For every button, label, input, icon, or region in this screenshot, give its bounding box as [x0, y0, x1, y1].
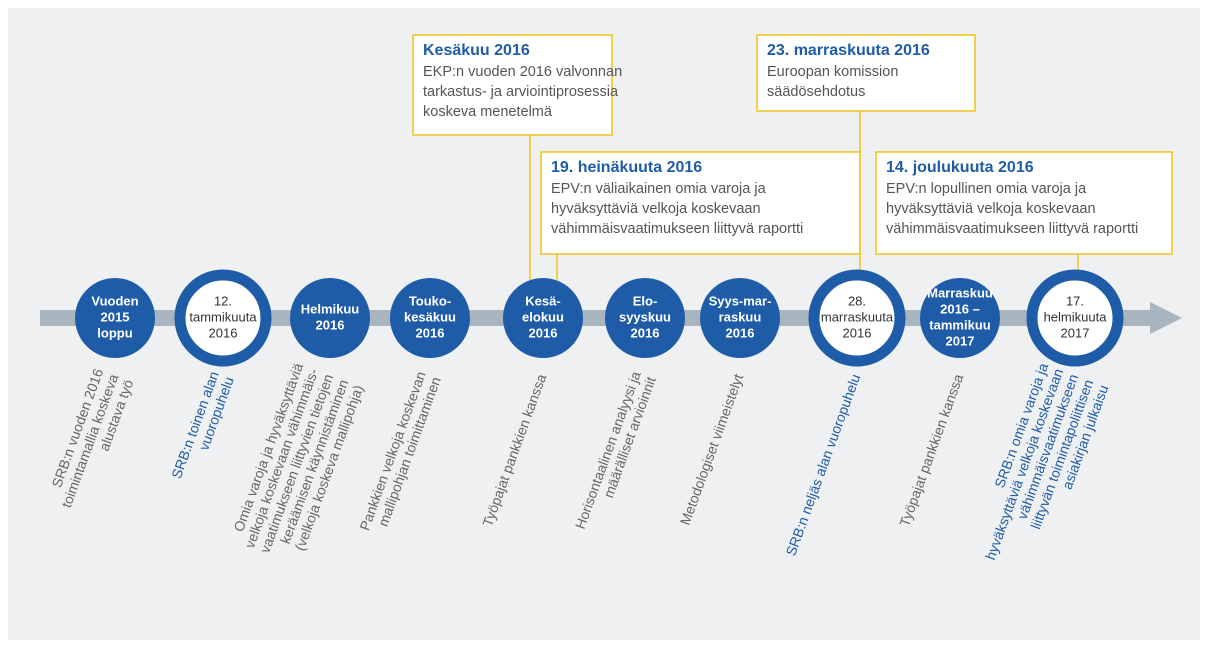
node-label: syyskuu: [619, 309, 671, 324]
callout-text: EPV:n lopullinen omia varoja ja: [886, 181, 1087, 197]
node-label: raskuu: [719, 309, 762, 324]
node-label: Vuoden: [91, 293, 138, 308]
period-circle: [503, 278, 583, 358]
callout-text: koskeva menetelmä: [423, 104, 553, 120]
node-label: Touko-: [409, 293, 451, 308]
callout-box: [875, 151, 1173, 255]
callout-text: hyväksyttäviä velkoja koskevaan: [551, 201, 761, 217]
node-label: 2016: [316, 317, 345, 332]
node-label: 28.: [848, 293, 866, 308]
callout-text: vähimmäisvaatimukseen liittyvä raportti: [886, 221, 1138, 237]
period-circle: [75, 278, 155, 358]
period-circle: [290, 278, 370, 358]
node-label: 2016: [416, 325, 445, 340]
node-label: Elo-: [633, 293, 658, 308]
milestone-circle: [808, 269, 906, 367]
node-label: 2016: [843, 325, 872, 340]
callout-title: 19. heinäkuuta 2016: [551, 159, 702, 176]
node-label: marraskuuta: [821, 309, 894, 324]
period-circle: [390, 278, 470, 358]
period-circle: [700, 278, 780, 358]
milestone-circle: [174, 269, 272, 367]
node-label: 2015: [101, 309, 130, 324]
period-circle: [605, 278, 685, 358]
callout-text: Euroopan komission: [767, 64, 898, 80]
node-label: Helmikuu: [301, 301, 360, 316]
callout-title: 23. marraskuuta 2016: [767, 42, 930, 59]
callout-title: 14. joulukuuta 2016: [886, 159, 1034, 176]
node-label: helmikuuta: [1044, 309, 1108, 324]
callout-box: [412, 34, 613, 136]
node-label: kesäkuu: [404, 309, 456, 324]
callout-text: EPV:n väliaikainen omia varoja ja: [551, 181, 767, 197]
node-label: Marraskuu: [927, 285, 993, 300]
node-label: 12.: [214, 293, 232, 308]
callout-title: Kesäkuu 2016: [423, 42, 530, 59]
milestone-circle: [1026, 269, 1124, 367]
callout-box: [756, 34, 976, 112]
node-label: 2017: [946, 333, 975, 348]
node-label: elokuu: [522, 309, 564, 324]
node-label: tammikuu: [929, 317, 990, 332]
node-label: 2016: [631, 325, 660, 340]
node-label: 2016: [726, 325, 755, 340]
callout-text: tarkastus- ja arviointiprosessia: [423, 84, 619, 100]
node-label: Syys-mar-: [709, 293, 772, 308]
node-label: 2017: [1061, 325, 1090, 340]
node-label: Kesä-: [525, 293, 560, 308]
node-label: 17.: [1066, 293, 1084, 308]
arrowhead: [1150, 302, 1182, 334]
callout-text: säädösehdotus: [767, 84, 865, 100]
period-circle: [920, 278, 1000, 358]
node-label: 2016: [529, 325, 558, 340]
callout-box: [540, 151, 861, 255]
callout-text: hyväksyttäviä velkoja koskevaan: [886, 201, 1096, 217]
node-label: loppu: [97, 325, 132, 340]
node-label: tammikuuta: [189, 309, 257, 324]
callout-text: EKP:n vuoden 2016 valvonnan: [423, 64, 622, 80]
callout-text: vähimmäisvaatimukseen liittyvä raportti: [551, 221, 803, 237]
node-label: 2016: [209, 325, 238, 340]
node-label: 2016 –: [940, 301, 980, 316]
